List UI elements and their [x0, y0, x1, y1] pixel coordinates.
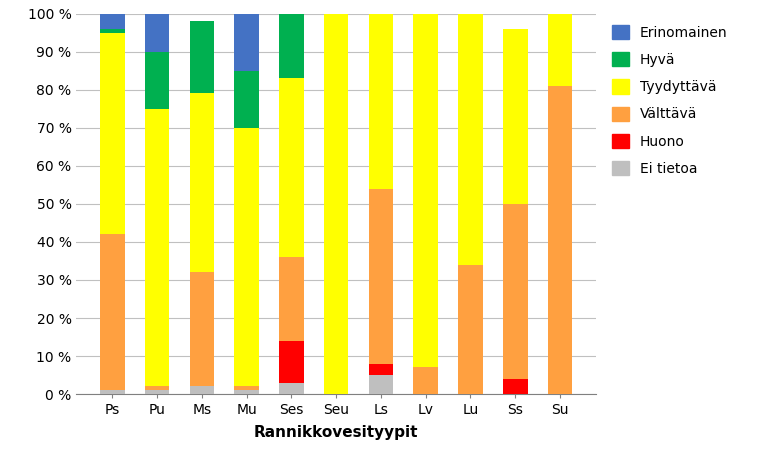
- Bar: [145, 386, 170, 390]
- Bar: [324, 14, 348, 394]
- Bar: [413, 367, 438, 394]
- Bar: [145, 109, 170, 386]
- X-axis label: Rannikkovesityypit: Rannikkovesityypit: [254, 425, 419, 440]
- Bar: [100, 29, 125, 33]
- Bar: [145, 390, 170, 394]
- Bar: [100, 33, 125, 234]
- Bar: [279, 14, 304, 78]
- Bar: [458, 14, 483, 265]
- Bar: [368, 14, 393, 188]
- Bar: [235, 128, 259, 386]
- Bar: [189, 93, 214, 272]
- Bar: [413, 14, 438, 367]
- Bar: [503, 204, 527, 379]
- Bar: [279, 341, 304, 383]
- Bar: [368, 375, 393, 394]
- Legend: Erinomainen, Hyvä, Tyydyttävä, Välttävä, Huono, Ei tietoa: Erinomainen, Hyvä, Tyydyttävä, Välttävä,…: [608, 20, 732, 180]
- Bar: [235, 386, 259, 390]
- Bar: [145, 14, 170, 52]
- Bar: [189, 21, 214, 93]
- Bar: [235, 71, 259, 128]
- Bar: [458, 265, 483, 394]
- Bar: [100, 234, 125, 390]
- Bar: [548, 86, 572, 394]
- Bar: [235, 390, 259, 394]
- Bar: [145, 52, 170, 109]
- Bar: [368, 188, 393, 364]
- Bar: [100, 390, 125, 394]
- Bar: [189, 272, 214, 386]
- Bar: [189, 386, 214, 394]
- Bar: [100, 14, 125, 29]
- Bar: [279, 257, 304, 341]
- Bar: [548, 14, 572, 86]
- Bar: [279, 383, 304, 394]
- Bar: [368, 364, 393, 375]
- Bar: [279, 78, 304, 257]
- Bar: [235, 14, 259, 71]
- Bar: [503, 29, 527, 204]
- Bar: [503, 379, 527, 394]
